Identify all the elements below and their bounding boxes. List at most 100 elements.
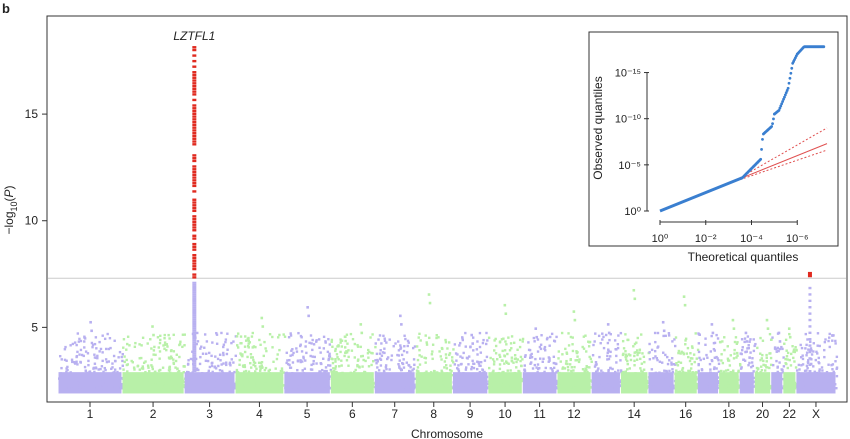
snp-point bbox=[804, 386, 807, 389]
snp-point bbox=[664, 375, 668, 379]
snp-point bbox=[155, 375, 159, 379]
snp-point bbox=[778, 340, 782, 343]
snp-point bbox=[712, 378, 715, 382]
snp-point bbox=[656, 331, 660, 335]
snp-point bbox=[803, 379, 806, 382]
snp-point bbox=[818, 344, 821, 348]
snp-point bbox=[86, 381, 90, 384]
snp-point bbox=[404, 376, 407, 379]
snp-point bbox=[564, 347, 567, 351]
snp-point bbox=[317, 376, 321, 379]
snp-point bbox=[462, 386, 466, 389]
snp-point bbox=[835, 366, 839, 369]
snp-point bbox=[200, 378, 203, 381]
expected-ci-upper bbox=[739, 127, 828, 179]
snp-point bbox=[504, 360, 508, 363]
snp-point bbox=[421, 385, 424, 388]
snp-point bbox=[322, 357, 325, 360]
snp-point bbox=[782, 356, 785, 359]
snp-point bbox=[331, 357, 334, 361]
snp-point bbox=[264, 366, 268, 370]
snp-point bbox=[229, 387, 232, 390]
snp-point bbox=[554, 379, 558, 383]
snp-point bbox=[733, 340, 737, 344]
snp-point bbox=[110, 380, 113, 384]
snp-point bbox=[823, 374, 826, 378]
snp-point bbox=[192, 366, 197, 369]
snp-point bbox=[224, 361, 228, 364]
snp-point bbox=[713, 366, 716, 369]
snp-point bbox=[253, 384, 257, 387]
snp-point bbox=[720, 359, 723, 362]
snp-point bbox=[483, 370, 486, 374]
snp-point bbox=[490, 386, 494, 389]
snp-point bbox=[633, 379, 636, 383]
snp-point bbox=[656, 346, 659, 349]
snp-point bbox=[835, 355, 839, 359]
snp-point bbox=[621, 379, 624, 383]
snp-point bbox=[445, 364, 448, 367]
snp-point bbox=[617, 384, 620, 387]
snp-point bbox=[616, 346, 620, 350]
snp-point bbox=[390, 375, 393, 379]
snp-point bbox=[203, 346, 206, 349]
snp-point bbox=[630, 381, 634, 385]
observed-point bbox=[778, 106, 782, 110]
snp-point bbox=[242, 365, 245, 368]
snp-point bbox=[165, 348, 168, 352]
snp-point bbox=[554, 362, 557, 365]
snp-point bbox=[589, 386, 592, 389]
snp-point bbox=[117, 356, 120, 359]
snp-point bbox=[783, 379, 786, 382]
snp-point bbox=[721, 340, 724, 343]
snp-point bbox=[356, 381, 360, 384]
snp-point bbox=[547, 356, 551, 359]
snp-point bbox=[687, 355, 690, 359]
snp-point bbox=[685, 374, 689, 377]
snp-point bbox=[200, 345, 203, 348]
snp-point bbox=[130, 387, 133, 390]
snp-point bbox=[113, 370, 116, 374]
observed-point bbox=[785, 89, 789, 92]
snp-point bbox=[233, 387, 237, 390]
snp-point bbox=[781, 347, 784, 351]
snp-point bbox=[398, 359, 401, 362]
snp-point bbox=[543, 345, 547, 349]
snp-point bbox=[660, 361, 664, 364]
chromosome-6-points bbox=[330, 323, 377, 394]
snp-point bbox=[686, 346, 690, 350]
snp-point bbox=[90, 387, 93, 390]
snp-point bbox=[66, 368, 69, 372]
snp-point bbox=[378, 386, 381, 390]
snp-point bbox=[542, 357, 545, 360]
snp-point bbox=[786, 366, 789, 370]
snp-point bbox=[650, 348, 654, 352]
snp-point bbox=[333, 372, 337, 376]
snp-point bbox=[127, 376, 130, 379]
snp-point bbox=[679, 384, 682, 387]
snp-point bbox=[349, 371, 352, 375]
snp-point bbox=[70, 358, 74, 361]
significant-snp-point bbox=[192, 215, 197, 218]
snp-point bbox=[777, 375, 780, 379]
snp-point bbox=[434, 384, 437, 388]
snp-point bbox=[335, 353, 339, 356]
snp-point bbox=[561, 366, 565, 369]
snp-point bbox=[490, 384, 493, 387]
snp-point bbox=[192, 368, 197, 371]
snp-point bbox=[615, 383, 619, 387]
snp-point bbox=[302, 357, 305, 360]
qq-y-axis-label: Observed quantiles bbox=[591, 76, 605, 179]
snp-point bbox=[102, 386, 106, 390]
snp-point bbox=[418, 372, 422, 376]
snp-point bbox=[538, 366, 541, 370]
snp-point bbox=[504, 312, 508, 316]
snp-point bbox=[725, 385, 728, 389]
snp-point bbox=[723, 378, 726, 381]
snp-point bbox=[671, 368, 674, 371]
snp-point bbox=[624, 358, 628, 361]
snp-point bbox=[634, 372, 637, 375]
snp-point bbox=[366, 352, 370, 355]
snp-point bbox=[508, 386, 512, 390]
